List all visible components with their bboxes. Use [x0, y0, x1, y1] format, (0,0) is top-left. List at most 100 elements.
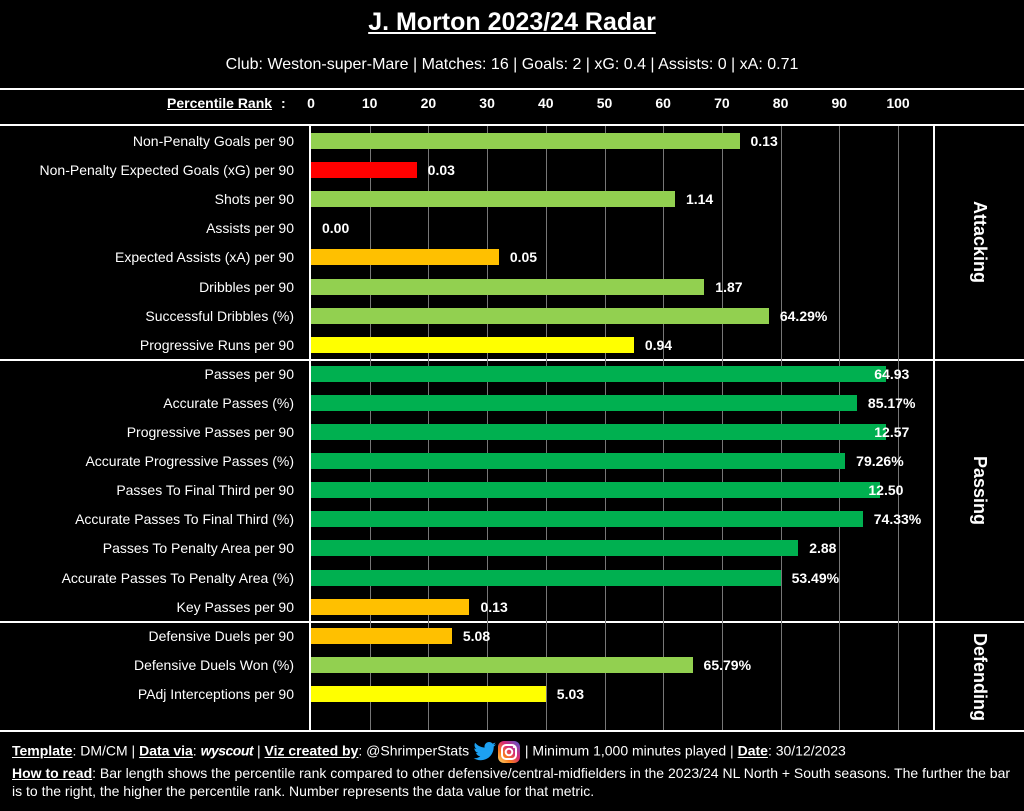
- metric-label: Passes per 90: [204, 365, 295, 382]
- metric-value: 53.49%: [791, 569, 840, 586]
- metric-bar: [311, 627, 452, 644]
- metric-label: Non-Penalty Expected Goals (xG) per 90: [39, 162, 294, 179]
- metric-bar: [311, 511, 863, 528]
- metric-label: Defensive Duels per 90: [148, 627, 294, 644]
- footer-line-1: Template: DM/CM | Data via: wyscout | Vi…: [12, 740, 1017, 764]
- section-passing: Passing: [935, 361, 1024, 621]
- x-tick-label: 80: [772, 95, 789, 111]
- separator: |: [253, 742, 265, 759]
- metric-value: 12.50: [868, 482, 904, 499]
- metric-value: 1.14: [685, 191, 714, 208]
- x-tick-label: 70: [714, 95, 730, 111]
- metric-label: Successful Dribbles (%): [145, 307, 294, 324]
- metric-value: 1.87: [715, 278, 743, 295]
- section-label: Defending: [970, 632, 990, 721]
- header-divider: [0, 124, 1024, 126]
- metric-value: 12.57: [874, 424, 910, 440]
- wyscout-logo: wyscout: [200, 742, 254, 759]
- axis-line: [309, 126, 311, 730]
- instagram-icon: [497, 741, 520, 763]
- metric-value: 0.13: [480, 598, 508, 615]
- metric-label: Key Passes per 90: [176, 598, 294, 615]
- metric-label: Defensive Duels Won (%): [133, 656, 294, 673]
- metric-label: Progressive Runs per 90: [139, 336, 294, 353]
- metric-label: Expected Assists (xA) per 90: [115, 249, 294, 266]
- metric-label: Accurate Passes (%): [163, 394, 294, 411]
- metric-bar: [311, 133, 740, 149]
- chart-subtitle: Club: Weston-super-Mare | Matches: 16 | …: [225, 56, 799, 73]
- footer: Template: DM/CM | Data via: wyscout | Vi…: [12, 740, 1017, 800]
- metric-label: Passes To Final Third per 90: [116, 482, 294, 499]
- data-via-label: Data via: [139, 742, 193, 759]
- metric-bar: [311, 307, 769, 324]
- metric-value: 74.33%: [873, 511, 922, 528]
- metric-bar: [311, 598, 470, 615]
- metric-label: PAdj Interceptions per 90: [137, 685, 294, 702]
- metric-bar: [311, 540, 799, 557]
- metric-bar: [311, 249, 499, 266]
- metric-bar: [311, 424, 887, 440]
- metric-value: 0.05: [509, 249, 538, 266]
- metric-bar: [311, 482, 881, 499]
- chart-title: J. Morton 2023/24 Radar: [368, 8, 656, 36]
- metric-value: 64.93: [874, 365, 910, 382]
- attacking-passing-divider: [0, 359, 1024, 361]
- metric-value: 0.94: [644, 336, 673, 353]
- metric-label: Progressive Passes per 90: [126, 424, 294, 440]
- metric-bar: [311, 685, 546, 702]
- x-tick-label: 30: [479, 95, 495, 111]
- x-tick-label: 50: [596, 95, 613, 111]
- percentile-rank-label: Percentile Rank: [167, 95, 273, 111]
- date-label: Date: [737, 742, 768, 759]
- x-tick-label: 40: [538, 95, 554, 111]
- data-via-value: :: [192, 742, 201, 759]
- x-tick-label: 20: [420, 95, 437, 111]
- viz-created-label: Viz created by: [264, 742, 359, 759]
- metric-label: Accurate Passes To Final Third (%): [75, 511, 294, 528]
- footer-how-to-read: How to read: Bar length shows the percen…: [12, 764, 1017, 800]
- metric-value: 65.79%: [703, 656, 752, 673]
- metric-label: Passes To Penalty Area per 90: [102, 540, 294, 557]
- top-divider: [0, 88, 1024, 90]
- metric-bar: [311, 656, 693, 673]
- metric-bar: [311, 569, 781, 586]
- viz-created-value: : @ShrimperStats: [358, 742, 473, 759]
- metric-label: Assists per 90: [206, 220, 294, 237]
- percentile-rank-colon: :: [281, 95, 286, 111]
- section-label: Passing: [970, 456, 990, 526]
- metric-label: Dribbles per 90: [199, 278, 294, 295]
- metric-value: 79.26%: [856, 453, 904, 470]
- metric-bar: [311, 365, 887, 382]
- section-column-line: [933, 126, 935, 730]
- section-label: Attacking: [970, 201, 990, 284]
- metric-bar: [311, 191, 675, 208]
- metric-value: 64.29%: [779, 307, 828, 324]
- metric-value: 85.17%: [867, 394, 916, 411]
- metric-bar: [311, 336, 634, 353]
- twitter-icon: [473, 742, 496, 761]
- metric-bar: [311, 278, 705, 295]
- section-defending: Defending: [935, 623, 1024, 730]
- gridline: [898, 126, 899, 730]
- metric-label: Accurate Passes To Penalty Area (%): [61, 569, 294, 586]
- metric-label: Accurate Progressive Passes (%): [85, 453, 294, 470]
- x-tick-label: 10: [361, 95, 378, 111]
- section-attacking: Attacking: [935, 126, 1024, 359]
- template-value: : DM/CM |: [72, 742, 140, 759]
- template-label: Template: [12, 742, 73, 759]
- metric-value: 5.08: [462, 627, 491, 644]
- metric-value: 2.88: [809, 540, 837, 557]
- metric-bar: [311, 394, 857, 411]
- metric-value: 5.03: [556, 685, 585, 702]
- x-tick-label: 90: [831, 95, 848, 111]
- passing-defending-divider: [0, 621, 1024, 623]
- metric-bar: [311, 453, 846, 470]
- metric-value: 0.00: [322, 220, 350, 237]
- how-to-read-label: How to read: [12, 765, 93, 781]
- metric-label: Non-Penalty Goals per 90: [132, 133, 294, 149]
- minimum-minutes: | Minimum 1,000 minutes played |: [520, 742, 738, 759]
- x-tick-label: 0: [307, 95, 315, 111]
- metric-bar: [311, 162, 417, 179]
- date-value: : 30/12/2023: [767, 742, 846, 759]
- bottom-divider: [0, 730, 1024, 732]
